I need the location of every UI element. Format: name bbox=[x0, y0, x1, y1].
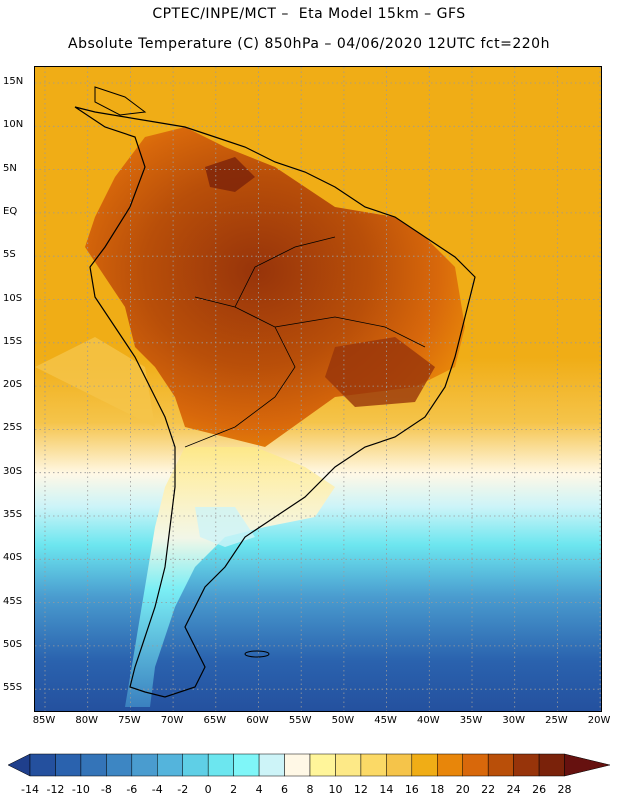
colorbar-level-label: 8 bbox=[306, 783, 314, 796]
hotspot-southeast bbox=[325, 337, 435, 407]
colorbar-level-label: 2 bbox=[230, 783, 238, 796]
lon-label: 80W bbox=[75, 715, 98, 726]
colorbar-swatch bbox=[29, 753, 56, 777]
colorbar-swatch bbox=[182, 753, 209, 777]
colorbar-level-label: 0 bbox=[204, 783, 212, 796]
colorbar-level-label: 6 bbox=[281, 783, 289, 796]
colorbar-max-arrow bbox=[564, 753, 611, 777]
lon-label: 45W bbox=[374, 715, 397, 726]
colorbar-swatch bbox=[309, 753, 336, 777]
colorbar-swatch bbox=[487, 753, 514, 777]
country-borders bbox=[184, 236, 426, 448]
colorbar-level-label: 16 bbox=[404, 783, 419, 796]
colorbar-level-label: -14 bbox=[21, 783, 39, 796]
chart-subtitle: Absolute Temperature (C) 850hPa – 04/06/… bbox=[68, 36, 550, 52]
colorbar-level-label: -4 bbox=[151, 783, 163, 796]
graticule bbox=[35, 67, 601, 711]
colorbar-swatch bbox=[233, 753, 260, 777]
colorbar-swatch bbox=[284, 753, 311, 777]
lon-label: 70W bbox=[160, 715, 184, 726]
colorbar-level-label: 4 bbox=[255, 783, 263, 796]
colorbar-level-label: 28 bbox=[557, 783, 572, 796]
lon-label: 25W bbox=[545, 715, 568, 726]
colorbar-swatch bbox=[258, 753, 285, 777]
lat-label: 10S bbox=[3, 292, 23, 304]
lat-label: 30S bbox=[3, 465, 23, 477]
lat-label: 25S bbox=[3, 422, 23, 434]
lon-label: 75W bbox=[118, 715, 141, 726]
colorbar-level-label: 26 bbox=[532, 783, 547, 796]
colorbar-swatch bbox=[55, 753, 82, 777]
colorbar-swatch bbox=[207, 753, 234, 777]
colorbar-level-label: 18 bbox=[430, 783, 445, 796]
colorbar bbox=[7, 753, 611, 777]
lon-label: 20W bbox=[587, 715, 611, 726]
lat-label: 15S bbox=[3, 335, 23, 347]
lat-label: 20S bbox=[3, 379, 23, 391]
lon-label: 35W bbox=[459, 715, 483, 726]
lat-label: 45S bbox=[3, 595, 23, 607]
colorbar-swatch bbox=[437, 753, 463, 777]
colorbar-level-label: -10 bbox=[71, 783, 90, 796]
lon-label: 85W bbox=[32, 715, 56, 726]
colorbar-level-label: -6 bbox=[126, 783, 138, 796]
lat-label: 55S bbox=[3, 682, 23, 694]
colorbar-swatch bbox=[131, 753, 158, 777]
map-canvas bbox=[35, 67, 601, 711]
colorbar-level-label: 24 bbox=[506, 783, 521, 796]
colorbar-swatch bbox=[157, 753, 183, 777]
hotspot-north bbox=[205, 157, 255, 192]
lon-label: 60W bbox=[246, 715, 269, 726]
colorbar-swatch bbox=[335, 753, 362, 777]
lat-label: 5S bbox=[3, 249, 16, 261]
colorbar-swatch bbox=[513, 753, 540, 777]
lat-label: 50S bbox=[3, 638, 23, 650]
lon-label: 30W bbox=[502, 715, 525, 726]
colorbar-swatch bbox=[462, 753, 489, 777]
colorbar-level-label: 12 bbox=[353, 783, 368, 796]
lon-label: 40W bbox=[416, 715, 440, 726]
lon-label: 50W bbox=[331, 715, 355, 726]
lat-label: 10N bbox=[3, 119, 24, 131]
colorbar-level-label: -8 bbox=[100, 783, 112, 796]
colorbar-swatch bbox=[360, 753, 387, 777]
colorbar-level-label: 22 bbox=[481, 783, 496, 796]
lat-label: 40S bbox=[3, 552, 23, 564]
south-america-coastline bbox=[74, 106, 476, 698]
colorbar-level-label: 10 bbox=[328, 783, 343, 796]
colorbar-swatch bbox=[80, 753, 107, 777]
pacific-mild-zone bbox=[35, 337, 155, 427]
colorbar-min-arrow bbox=[7, 753, 31, 777]
colorbar-level-label: 14 bbox=[379, 783, 394, 796]
lon-label: 55W bbox=[288, 715, 312, 726]
colorbar-swatch bbox=[386, 753, 413, 777]
cool-zone bbox=[195, 507, 255, 547]
lat-label: 5N bbox=[3, 162, 17, 174]
falkland-islands bbox=[244, 650, 270, 658]
colorbar-swatch bbox=[411, 753, 438, 777]
lat-label: 35S bbox=[3, 509, 23, 520]
lat-label: 15N bbox=[3, 76, 24, 87]
colorbar-swatch bbox=[106, 753, 133, 777]
colorbar-level-label: -12 bbox=[46, 783, 65, 796]
colorbar-level-label: 20 bbox=[455, 783, 470, 796]
colorbar-level-label: -2 bbox=[177, 783, 189, 796]
chart-title: CPTEC/INPE/MCT – Eta Model 15km – GFS bbox=[152, 6, 466, 22]
colorbar-swatch bbox=[538, 753, 565, 777]
temperature-map bbox=[34, 66, 602, 712]
lat-label: EQ bbox=[3, 205, 18, 217]
lon-label: 65W bbox=[203, 715, 227, 726]
central-america-coastline bbox=[94, 86, 147, 116]
